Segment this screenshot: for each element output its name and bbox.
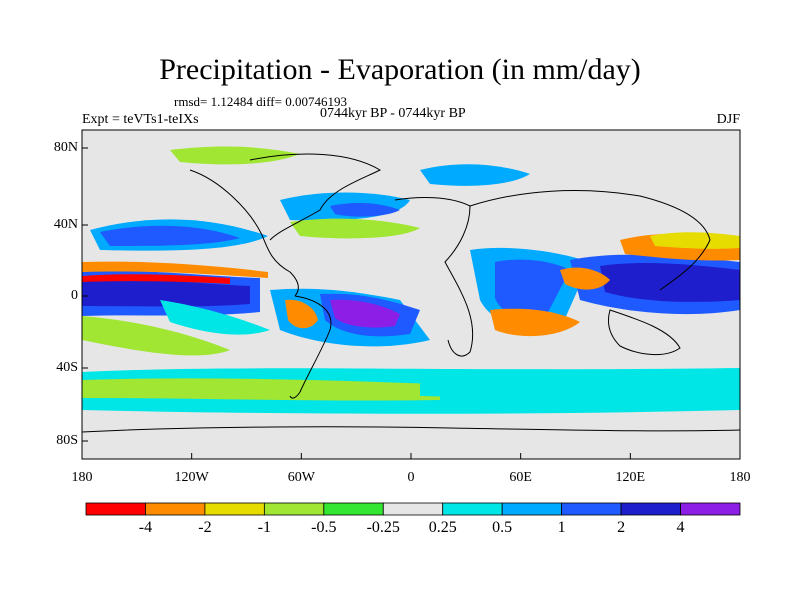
colorbar-swatch — [263, 502, 325, 516]
lon-tick-label: 120E — [615, 470, 646, 485]
colorbar-swatch — [501, 502, 563, 516]
colorbar-label: 2 — [617, 519, 626, 536]
lon-tick-label: 0 — [407, 470, 415, 485]
colorbar-swatch — [382, 502, 444, 516]
lat-tick-label: 40N — [53, 217, 78, 232]
colorbar-swatch — [323, 502, 384, 516]
lon-tick-label: 180 — [71, 470, 93, 485]
colorbar-swatch — [442, 502, 503, 516]
lat-tick-label: 80N — [53, 140, 78, 155]
colorbar-label: 0.25 — [428, 519, 457, 536]
colorbar-label: -2 — [198, 519, 212, 536]
lon-tick-label: 60E — [509, 470, 532, 485]
map-title: Precipitation - Evaporation (in mm/day) — [159, 53, 641, 86]
colorbar-label: 4 — [676, 519, 685, 536]
colorbar — [85, 502, 741, 516]
colorbar-swatch — [85, 502, 146, 516]
colorbar-swatch — [145, 502, 206, 516]
period-label: 0744kyr BP - 0744kyr BP — [320, 106, 466, 121]
season-label: DJF — [716, 112, 740, 127]
colorbar-swatch — [620, 502, 681, 516]
colorbar-label: -0.25 — [366, 519, 400, 536]
rmsd-diff-text: rmsd= 1.12484 diff= 0.00746193 — [174, 94, 347, 109]
colorbar-swatch — [204, 502, 265, 516]
colorbar-label: -0.5 — [311, 519, 337, 536]
coastlines — [82, 153, 740, 433]
lat-tick-label: 40S — [56, 360, 78, 375]
colorbar-label: 0.5 — [492, 519, 513, 536]
experiment-label: Expt = teVTs1-teIXs — [82, 112, 199, 127]
lat-tick-label: 0 — [71, 288, 78, 303]
lon-tick-label: 180 — [729, 470, 751, 485]
lat-tick-label: 80S — [56, 433, 78, 448]
colorbar-swatch — [680, 502, 741, 516]
lon-tick-label: 60W — [287, 470, 315, 485]
lon-tick-label: 120W — [174, 470, 209, 485]
colorbar-label: -1 — [257, 519, 272, 536]
colorbar-label: -4 — [138, 519, 153, 536]
colorbar-label: 1 — [557, 519, 566, 536]
colorbar-swatch — [561, 502, 622, 516]
